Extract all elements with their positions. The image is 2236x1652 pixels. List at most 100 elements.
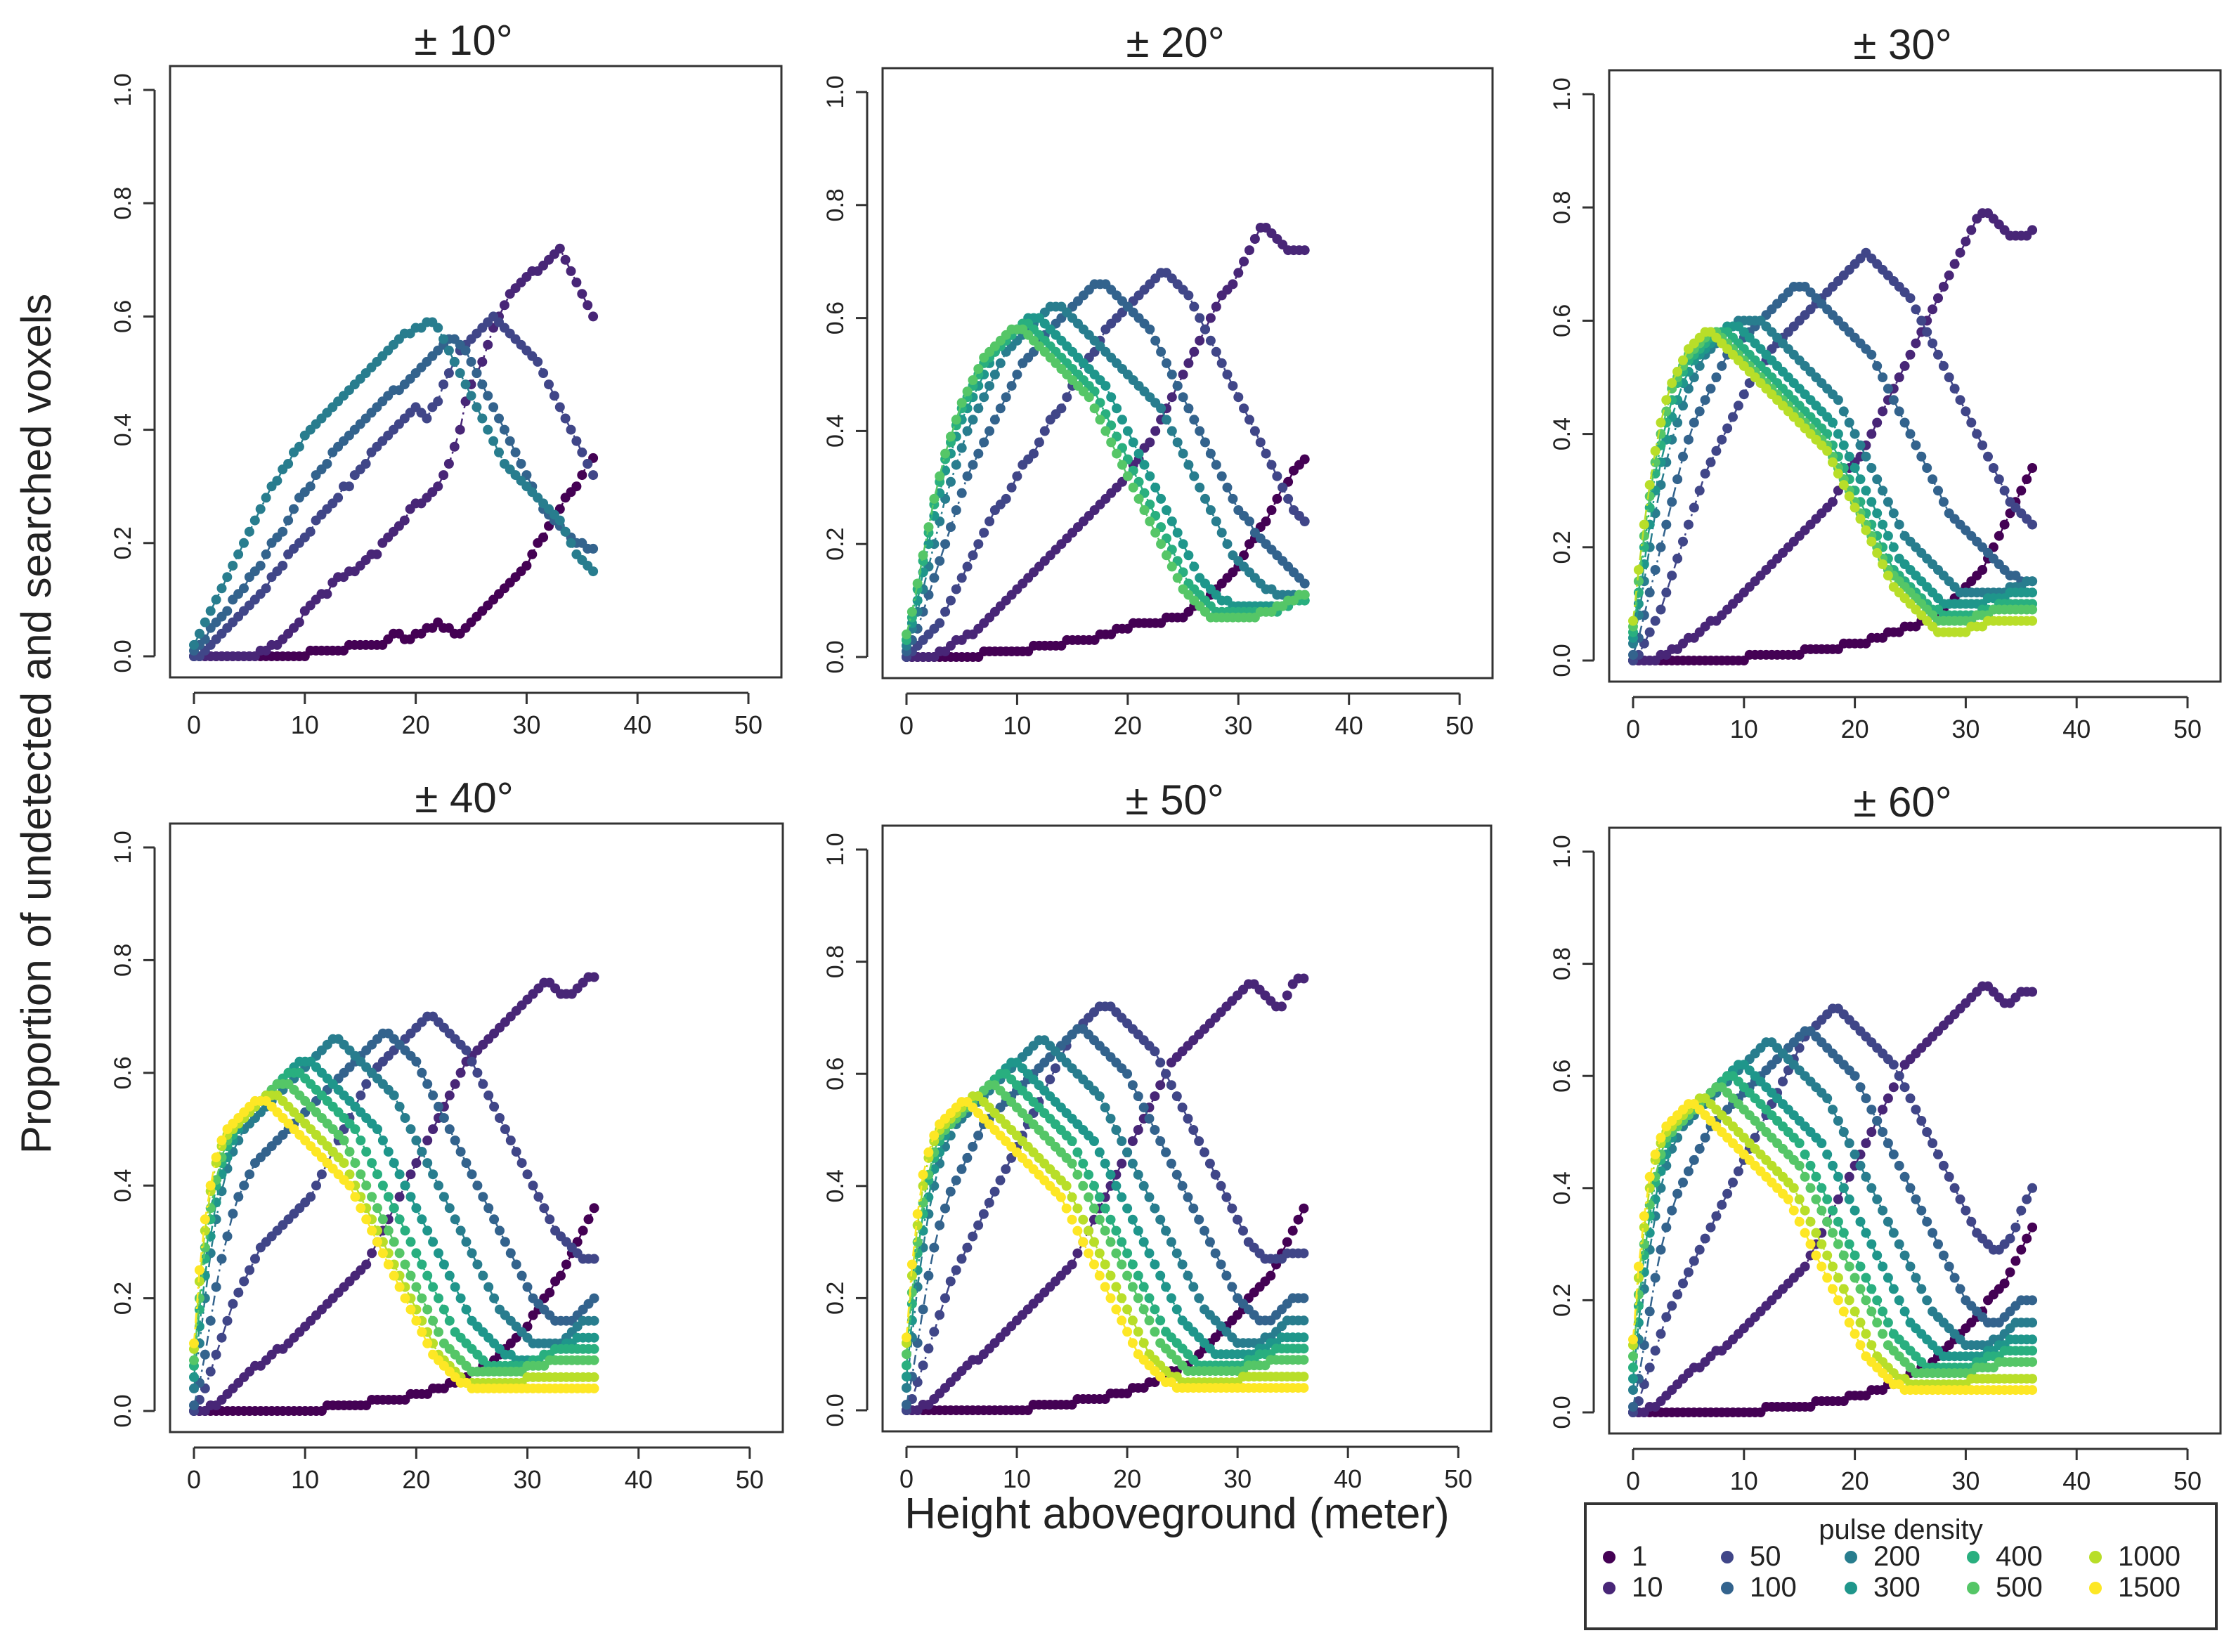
data-point: [1628, 1402, 1638, 1412]
x-tick-label: 40: [2062, 715, 2091, 743]
data-point: [472, 402, 482, 412]
data-point: [923, 522, 934, 533]
data-point: [1916, 1284, 1927, 1294]
data-point: [455, 1293, 466, 1303]
data-point: [1667, 497, 1677, 507]
data-point: [428, 1090, 438, 1100]
data-point: [1122, 1203, 1133, 1214]
y-tick-label: 0.4: [1549, 1171, 1575, 1204]
data-point: [1938, 1160, 1949, 1171]
data-point: [589, 1383, 599, 1393]
data-point: [305, 481, 316, 492]
data-point: [1972, 429, 1982, 439]
data-point: [1866, 349, 1877, 360]
data-point: [918, 550, 928, 561]
data-point: [589, 1344, 599, 1354]
data-point: [1299, 590, 1310, 600]
data-point: [1894, 406, 1904, 417]
data-point: [1866, 1284, 1877, 1294]
data-point: [350, 1192, 360, 1202]
series-10: [189, 972, 599, 1416]
data-point: [255, 504, 266, 514]
data-point: [1850, 1149, 1860, 1159]
data-point: [589, 1315, 599, 1326]
data-point: [1205, 335, 1216, 346]
data-point: [1650, 1346, 1660, 1356]
data-point: [244, 526, 254, 537]
data-point: [494, 413, 504, 424]
data-point: [411, 1136, 422, 1145]
data-point: [1282, 990, 1292, 1001]
data-point: [1293, 1214, 1304, 1225]
data-point: [1933, 349, 1943, 360]
data-point: [1183, 1270, 1193, 1281]
data-point: [556, 1270, 566, 1281]
data-point: [1828, 1284, 1838, 1294]
series-500: [902, 324, 1310, 639]
data-point: [211, 1152, 221, 1163]
data-point: [1888, 508, 1899, 519]
data-point: [940, 606, 951, 617]
data-point: [1171, 1169, 1182, 1180]
y-tick-label: 1.0: [110, 73, 136, 106]
data-point: [1117, 415, 1127, 425]
data-point: [1855, 1261, 1866, 1272]
data-point: [1878, 1205, 1888, 1216]
data-point: [1210, 1169, 1221, 1180]
data-point: [455, 1067, 466, 1078]
data-point: [1833, 1216, 1843, 1227]
data-point: [1822, 1093, 1833, 1104]
legend-swatch: [1845, 1582, 1857, 1594]
data-point: [1100, 426, 1111, 436]
data-point: [1822, 1216, 1833, 1227]
data-point: [1794, 1138, 1805, 1148]
x-tick-label: 30: [1223, 1464, 1252, 1493]
data-point: [1844, 1239, 1854, 1249]
legend-label: 100: [1750, 1572, 1797, 1603]
x-tick-label: 40: [623, 710, 651, 739]
x-tick-label: 30: [1951, 1466, 1980, 1495]
x-axis: 0 10 20 30 40 50: [1626, 1448, 2202, 1495]
data-point: [973, 1131, 984, 1140]
data-point: [516, 1158, 527, 1169]
data-point: [189, 1355, 199, 1365]
data-point: [577, 470, 587, 481]
data-point: [189, 1400, 199, 1410]
data-point: [973, 403, 984, 414]
legend-swatch: [1967, 1582, 1980, 1594]
data-point: [918, 1181, 928, 1191]
data-point: [1672, 1289, 1683, 1300]
data-point: [1656, 1133, 1666, 1143]
data-point: [339, 1158, 349, 1169]
data-point: [1122, 426, 1133, 436]
data-point: [1883, 1216, 1893, 1227]
data-point: [1794, 1194, 1805, 1204]
data-point: [1999, 519, 2010, 530]
data-point: [2027, 225, 2038, 235]
data-point: [1084, 1248, 1094, 1258]
series-1000: [1628, 1093, 2038, 1390]
data-point: [383, 1225, 394, 1236]
data-point: [1894, 1239, 1904, 1249]
data-point: [1183, 1114, 1193, 1124]
plot-frame: [881, 824, 1493, 1433]
y-tick-label: 1.0: [822, 833, 849, 866]
data-point: [522, 1282, 533, 1292]
data-point: [1866, 1306, 1877, 1317]
y-tick-label: 0.8: [822, 945, 849, 978]
data-point: [1299, 245, 1310, 256]
data-point: [1683, 1267, 1694, 1277]
x-tick-label: 20: [1114, 711, 1142, 740]
data-point: [389, 1203, 399, 1214]
x-tick-label: 0: [1626, 1466, 1640, 1495]
data-point: [1633, 1261, 1644, 1272]
data-point: [1678, 1278, 1688, 1289]
data-point: [1211, 301, 1221, 312]
data-point: [461, 1237, 472, 1247]
data-point: [1195, 335, 1205, 346]
data-point: [1733, 1166, 1743, 1176]
data-point: [1094, 1248, 1105, 1258]
data-point: [1628, 616, 1638, 626]
data-point: [2027, 1318, 2038, 1328]
data-point: [962, 1152, 973, 1163]
